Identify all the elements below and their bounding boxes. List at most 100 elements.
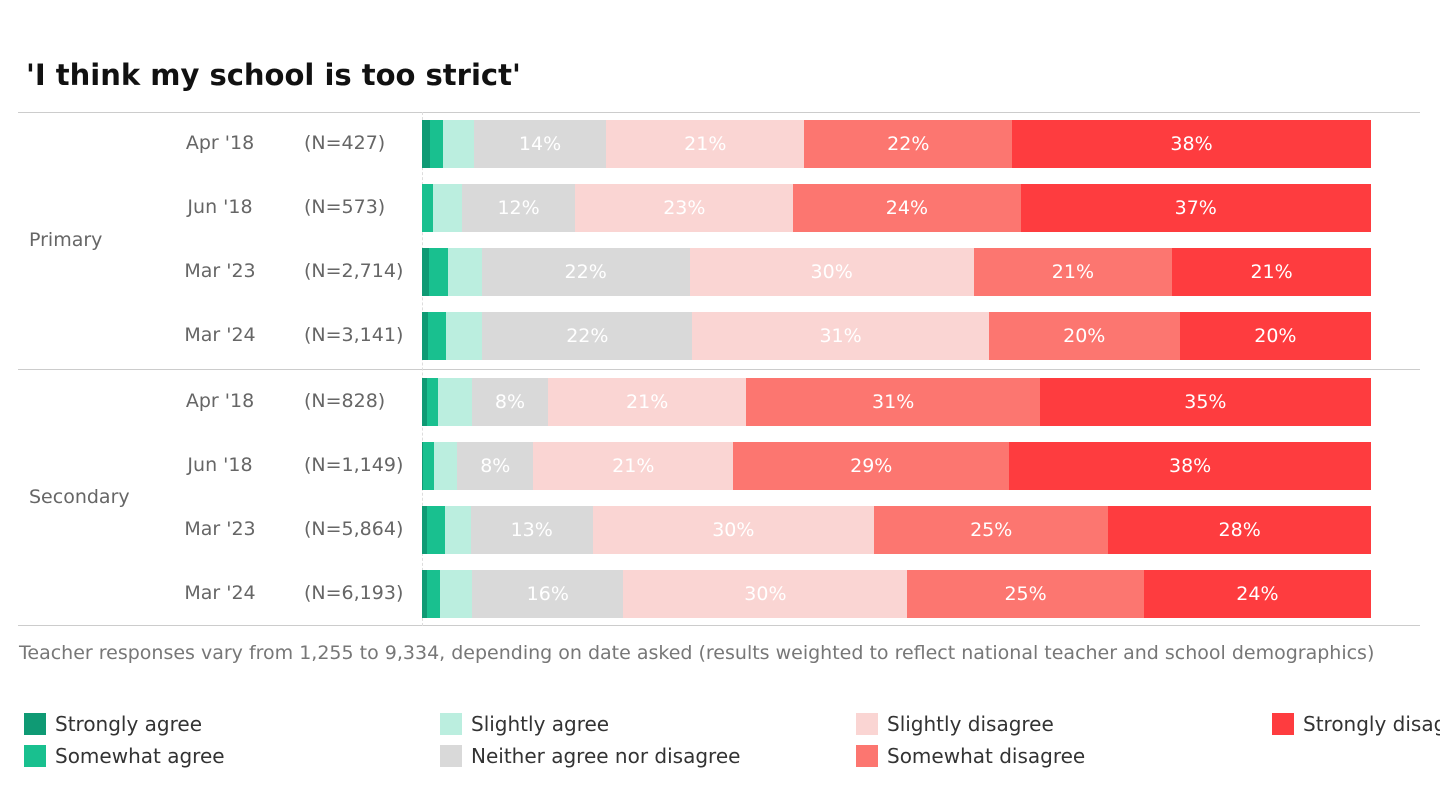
data-label: 8% — [494, 391, 526, 413]
bar-segment-somewhat-agree — [428, 248, 448, 296]
legend-item: Slightly agree — [440, 712, 609, 736]
row-date-label: Apr '18 — [185, 132, 255, 154]
legend-item: Somewhat disagree — [856, 744, 1085, 768]
data-label: 20% — [1063, 325, 1106, 347]
bar-segment-slightly-disagree: 23% — [575, 184, 794, 232]
row-n-label: (N=573) — [304, 196, 386, 218]
stacked-bar: 14% 21% 22% 38% — [422, 120, 1371, 168]
bar-segment-somewhat-disagree: 20% — [988, 312, 1180, 360]
bar-segment-somewhat-disagree: 21% — [973, 248, 1173, 296]
stacked-bar: 22% 31% 20% 20% — [422, 312, 1371, 360]
data-label: 37% — [1174, 197, 1217, 219]
bar-segment-somewhat-agree — [427, 312, 446, 360]
legend-swatch — [24, 713, 46, 735]
data-label: 35% — [1184, 391, 1227, 413]
data-label: 31% — [872, 391, 915, 413]
row-date-label: Mar '23 — [184, 260, 256, 282]
bar-segment-somewhat-disagree: 24% — [793, 184, 1021, 232]
legend-item: Neither agree nor disagree — [440, 744, 740, 768]
stacked-bar: 22% 30% 21% 21% — [422, 248, 1371, 296]
bar-segment-somewhat-agree — [429, 120, 443, 168]
row-n-label: (N=3,141) — [304, 324, 404, 346]
bar-segment-neither-agree-nor-disagree: 12% — [461, 184, 576, 232]
bar-segment-strongly-agree — [422, 378, 427, 426]
legend-label: Neither agree nor disagree — [471, 744, 741, 768]
bar-segment-somewhat-disagree: 25% — [907, 570, 1144, 618]
data-label: 14% — [518, 133, 562, 155]
group-label: Primary — [29, 229, 103, 251]
row-date-label: Apr '18 — [185, 390, 255, 412]
stacked-bar: 16% 30% 25% 24% — [422, 570, 1371, 618]
data-label: 20% — [1254, 325, 1297, 347]
legend-swatch — [440, 713, 462, 735]
row-n-label: (N=2,714) — [304, 260, 404, 282]
data-label: 25% — [1004, 583, 1047, 605]
data-label: 12% — [497, 197, 540, 219]
bar-segment-neither-agree-nor-disagree: 14% — [473, 120, 607, 168]
data-label: 28% — [1218, 519, 1261, 541]
data-label: 31% — [819, 325, 862, 347]
row-n-label: (N=828) — [304, 390, 386, 412]
data-label: 21% — [1051, 261, 1095, 283]
data-label: 13% — [510, 519, 553, 541]
bar-segment-slightly-agree — [438, 378, 473, 426]
bar-segment-strongly-agree — [422, 248, 429, 296]
bar-segment-somewhat-agree — [426, 570, 440, 618]
legend-label: Somewhat disagree — [887, 744, 1086, 768]
data-label: 8% — [480, 455, 511, 477]
bar-segment-somewhat-disagree: 22% — [804, 120, 1013, 168]
row-date-label: Jun '18 — [187, 196, 253, 218]
data-label: 22% — [566, 325, 609, 347]
data-label: 30% — [712, 519, 755, 541]
bar-segment-slightly-disagree: 21% — [606, 120, 805, 168]
legend-item: Strongly agree — [24, 712, 202, 736]
legend-swatch — [24, 745, 46, 767]
bar-segment-strongly-disagree: 35% — [1039, 378, 1371, 426]
data-label: 24% — [885, 197, 928, 219]
bar-segment-strongly-disagree: 38% — [1012, 120, 1371, 168]
data-label: 22% — [887, 133, 930, 155]
bar-segment-somewhat-disagree: 25% — [873, 506, 1109, 554]
legend-label: Somewhat agree — [55, 744, 225, 768]
row-date-label: Mar '24 — [184, 582, 256, 604]
bar-segment-strongly-disagree: 20% — [1179, 312, 1371, 360]
data-label: 21% — [626, 391, 669, 413]
bar-segment-slightly-agree — [433, 184, 462, 232]
bar-segment-somewhat-agree — [422, 184, 434, 232]
row-n-label: (N=5,864) — [304, 518, 404, 540]
legend-item: Strongly disagree — [1272, 712, 1440, 736]
bar-segment-neither-agree-nor-disagree: 13% — [470, 506, 593, 554]
row-date-label: Mar '24 — [184, 324, 256, 346]
legend-swatch — [856, 713, 878, 735]
bar-segment-neither-agree-nor-disagree: 8% — [457, 442, 534, 490]
data-label: 22% — [564, 261, 607, 283]
row-n-label: (N=1,149) — [304, 454, 404, 476]
data-label: 21% — [612, 455, 655, 477]
legend-label: Strongly disagree — [1303, 712, 1440, 736]
bar-segment-slightly-agree — [442, 120, 474, 168]
bar-segment-somewhat-disagree: 31% — [746, 378, 1040, 426]
bar-segment-slightly-agree — [445, 506, 471, 554]
data-label: 25% — [970, 519, 1013, 541]
legend-item: Somewhat agree — [24, 744, 225, 768]
bar-segment-somewhat-agree — [426, 378, 439, 426]
data-label: 29% — [850, 455, 893, 477]
legend-swatch — [1272, 713, 1294, 735]
chart-title: 'I think my school is too strict' — [26, 58, 521, 92]
bar-segment-strongly-disagree: 28% — [1108, 506, 1371, 554]
legend-label: Slightly disagree — [887, 712, 1054, 736]
bar-segment-slightly-disagree: 21% — [547, 378, 747, 426]
bar-segment-strongly-agree — [422, 506, 427, 554]
legend-label: Strongly agree — [55, 712, 203, 736]
bar-segment-strongly-disagree: 21% — [1172, 248, 1371, 296]
group-label: Secondary — [29, 486, 130, 508]
legend-item: Slightly disagree — [856, 712, 1054, 736]
bar-segment-slightly-agree — [434, 442, 458, 490]
divider — [18, 112, 1420, 113]
stacked-bar: 13% 30% 25% 28% — [422, 506, 1371, 554]
bar-segment-strongly-disagree: 38% — [1009, 442, 1371, 490]
divider — [18, 625, 1420, 626]
legend-label: Slightly agree — [471, 712, 610, 736]
bar-segment-slightly-disagree: 21% — [533, 442, 734, 490]
row-date-label: Mar '23 — [184, 518, 256, 540]
